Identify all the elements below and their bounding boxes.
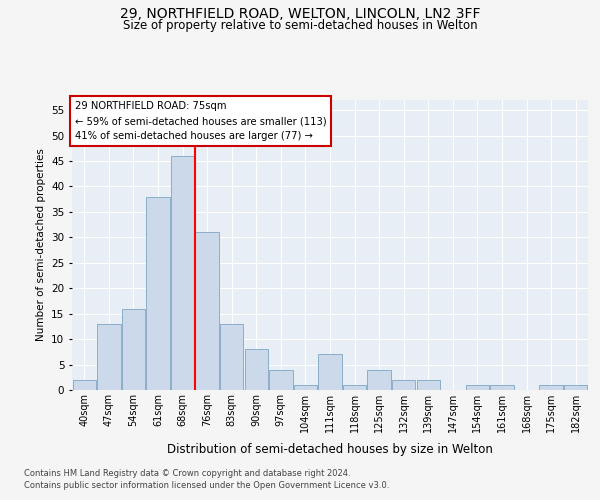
Bar <box>196 232 219 390</box>
Bar <box>146 196 170 390</box>
Bar <box>367 370 391 390</box>
Text: Size of property relative to semi-detached houses in Welton: Size of property relative to semi-detach… <box>122 19 478 32</box>
Text: Distribution of semi-detached houses by size in Welton: Distribution of semi-detached houses by … <box>167 442 493 456</box>
Bar <box>171 156 194 390</box>
Bar <box>97 324 121 390</box>
Bar <box>490 385 514 390</box>
Bar <box>564 385 587 390</box>
Bar <box>392 380 415 390</box>
Bar <box>269 370 293 390</box>
Bar <box>319 354 341 390</box>
Y-axis label: Number of semi-detached properties: Number of semi-detached properties <box>35 148 46 342</box>
Text: 29 NORTHFIELD ROAD: 75sqm
← 59% of semi-detached houses are smaller (113)
41% of: 29 NORTHFIELD ROAD: 75sqm ← 59% of semi-… <box>74 102 326 141</box>
Bar <box>466 385 489 390</box>
Bar <box>539 385 563 390</box>
Bar <box>294 385 317 390</box>
Bar <box>73 380 96 390</box>
Bar <box>416 380 440 390</box>
Bar <box>220 324 244 390</box>
Bar <box>343 385 366 390</box>
Text: Contains HM Land Registry data © Crown copyright and database right 2024.: Contains HM Land Registry data © Crown c… <box>24 468 350 477</box>
Text: Contains public sector information licensed under the Open Government Licence v3: Contains public sector information licen… <box>24 481 389 490</box>
Bar <box>245 350 268 390</box>
Bar <box>122 308 145 390</box>
Text: 29, NORTHFIELD ROAD, WELTON, LINCOLN, LN2 3FF: 29, NORTHFIELD ROAD, WELTON, LINCOLN, LN… <box>120 8 480 22</box>
